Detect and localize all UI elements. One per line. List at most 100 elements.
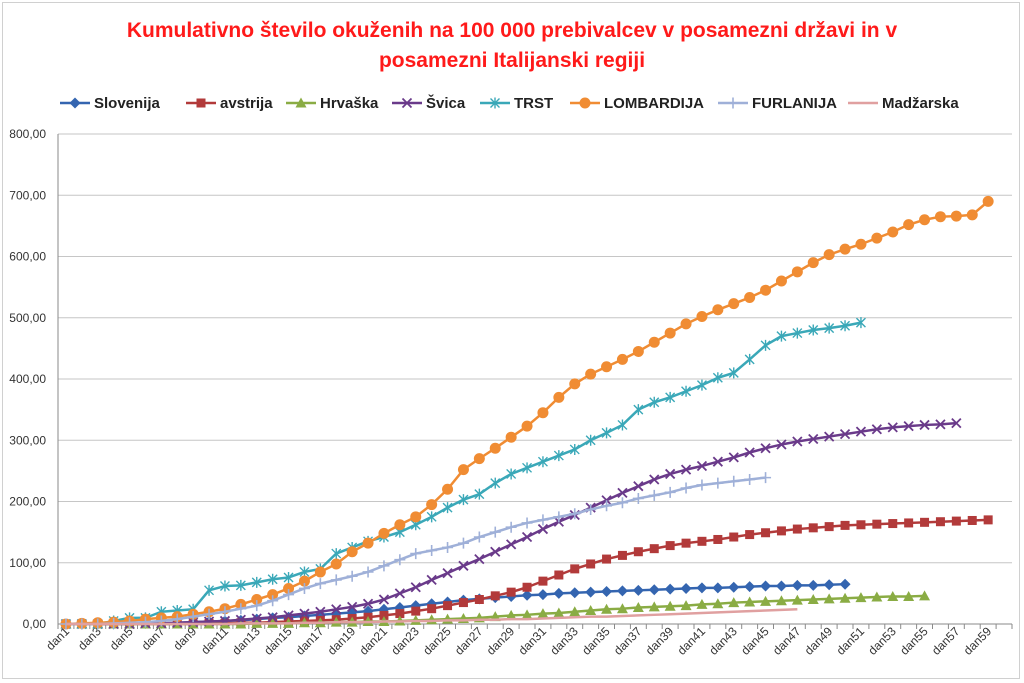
data-point-avstrija <box>490 591 500 601</box>
data-point-trst <box>331 548 342 560</box>
data-point-trst <box>728 367 739 379</box>
data-point-trst <box>855 317 866 329</box>
data-point-hrvaska <box>791 594 803 605</box>
legend-label: Hrvaška <box>320 95 379 112</box>
data-point-furlanija <box>632 492 644 504</box>
data-point-hrvaska <box>616 603 628 614</box>
data-point-furlanija <box>728 475 740 487</box>
data-point-avstrija <box>602 554 612 564</box>
legend-marker <box>295 97 307 108</box>
data-point-svica <box>728 452 739 463</box>
series-furlanija <box>60 472 772 630</box>
x-tick-label: dan57 <box>929 624 963 658</box>
x-tick-label: dan43 <box>706 624 740 658</box>
data-point-hrvaska <box>775 595 787 606</box>
data-point-lombardija <box>346 546 358 558</box>
legend-marker <box>401 97 413 109</box>
data-point-lombardija <box>934 211 946 223</box>
x-tick-label: dan55 <box>897 624 931 658</box>
legend-item-svica: Švica <box>392 94 466 112</box>
data-point-hrvaska <box>505 609 517 620</box>
data-point-slovenija <box>632 584 644 596</box>
data-point-svica <box>347 601 358 612</box>
x-tick-label: dan15 <box>261 624 295 658</box>
legend-item-avstrija: avstrija <box>186 95 273 112</box>
data-point-furlanija <box>378 560 390 572</box>
data-point-lombardija <box>839 243 851 255</box>
legend-label: TRST <box>514 95 553 112</box>
data-point-trst <box>267 573 278 585</box>
legend-label: LOMBARDIJA <box>604 95 704 112</box>
data-point-furlanija <box>585 503 597 515</box>
legend-label: FURLANIJA <box>752 95 837 112</box>
data-point-trst <box>712 372 723 384</box>
y-tick-label: 300,00 <box>9 433 46 447</box>
data-point-svica <box>601 495 612 506</box>
data-point-trst <box>506 468 517 480</box>
data-point-lombardija <box>982 195 994 207</box>
data-point-slovenija <box>728 581 740 593</box>
legend-marker <box>579 97 591 109</box>
data-point-hrvaska <box>664 600 676 611</box>
data-point-lombardija <box>712 304 724 316</box>
y-tick-label: 500,00 <box>9 311 46 325</box>
data-point-avstrija <box>776 526 786 536</box>
series-svica <box>60 417 962 630</box>
data-point-lombardija <box>537 407 549 419</box>
x-tick-label: dan49 <box>802 624 836 658</box>
data-point-hrvaska <box>855 592 867 603</box>
data-point-slovenija <box>760 580 772 592</box>
data-point-svica <box>633 481 644 492</box>
data-point-hrvaska <box>871 591 883 602</box>
data-point-svica <box>537 523 549 535</box>
data-point-slovenija <box>664 583 676 595</box>
data-point-furlanija <box>410 548 422 560</box>
data-point-hrvaska <box>521 609 533 620</box>
data-point-avstrija <box>792 524 802 534</box>
data-point-furlanija <box>187 611 199 623</box>
data-point-lombardija <box>426 499 438 511</box>
data-point-svica <box>617 487 628 499</box>
data-point-lombardija <box>632 345 644 357</box>
data-point-lombardija <box>362 537 374 549</box>
data-point-furlanija <box>601 500 613 512</box>
data-point-avstrija <box>713 534 723 544</box>
data-point-furlanija <box>394 554 406 566</box>
data-point-furlanija <box>235 603 247 615</box>
data-point-svica <box>808 433 819 445</box>
data-point-hrvaska <box>903 590 915 601</box>
data-point-svica <box>283 610 294 621</box>
x-tick-label: dan13 <box>229 624 263 658</box>
data-point-furlanija <box>680 482 692 494</box>
data-point-svica <box>521 531 533 543</box>
data-point-svica <box>490 546 501 557</box>
y-tick-label: 100,00 <box>9 556 46 570</box>
data-point-furlanija <box>283 589 295 601</box>
legend-marker <box>196 98 206 108</box>
data-point-lombardija <box>378 527 390 539</box>
data-point-hrvaska <box>585 605 597 616</box>
data-point-furlanija <box>346 570 358 582</box>
data-point-avstrija <box>840 520 850 530</box>
data-point-lombardija <box>648 336 660 348</box>
data-point-svica <box>442 568 453 579</box>
data-point-slovenija <box>823 579 835 591</box>
data-point-slovenija <box>585 586 597 598</box>
data-point-svica <box>331 604 342 615</box>
data-point-hrvaska <box>601 603 613 614</box>
data-point-slovenija <box>601 586 613 598</box>
data-point-avstrija <box>697 536 707 546</box>
data-point-avstrija <box>554 570 564 580</box>
data-point-lombardija <box>871 232 883 244</box>
data-point-slovenija <box>537 589 549 601</box>
data-point-svica <box>315 606 326 617</box>
data-point-furlanija <box>760 472 772 484</box>
data-point-svica <box>251 613 262 624</box>
data-point-svica <box>855 426 867 437</box>
data-point-furlanija <box>648 489 660 501</box>
legend-item-hrvaska: Hrvaška <box>286 95 379 112</box>
x-tick-label: dan29 <box>484 624 518 658</box>
data-point-slovenija <box>648 584 660 596</box>
data-point-lombardija <box>330 558 342 570</box>
y-tick-label: 800,00 <box>9 127 46 141</box>
